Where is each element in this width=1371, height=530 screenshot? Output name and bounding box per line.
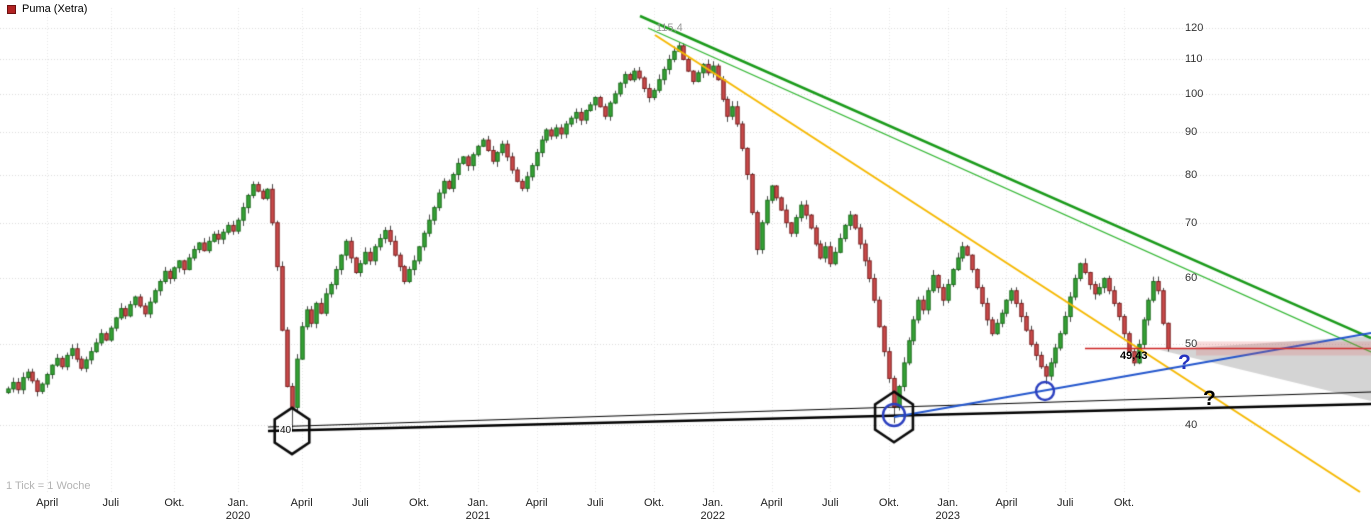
series-color-swatch-icon xyxy=(7,4,16,14)
tick-interval-note: 1 Tick = 1 Woche xyxy=(6,480,91,492)
chart-title: Puma (Xetra) xyxy=(22,3,88,15)
blue-question-mark-annotation: ? xyxy=(1178,351,1191,374)
hexagon-annotation-label: 40 xyxy=(279,425,293,436)
black-question-mark-annotation: ? xyxy=(1203,387,1216,410)
peak-price-annotation: 115,4 xyxy=(656,22,683,34)
chart-legend: Puma (Xetra) xyxy=(7,3,87,15)
last-price-label: 49,43 xyxy=(1120,350,1148,362)
